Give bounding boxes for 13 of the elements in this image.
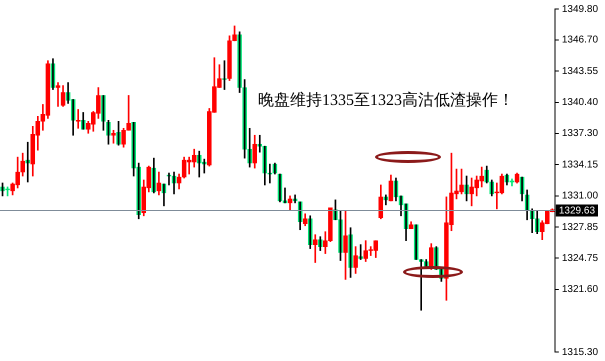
- y-tick-label: 1346.70: [562, 34, 598, 46]
- y-tick-label: 1315.30: [562, 346, 598, 358]
- y-tick-label: 1349.80: [562, 4, 598, 15]
- y-tick-label: 1340.40: [562, 97, 598, 108]
- y-tick-label: 1337.30: [562, 128, 598, 140]
- y-tick-label: 1334.15: [562, 159, 598, 170]
- y-tick-label: 1321.60: [562, 284, 598, 296]
- ref-line-label: 1329.63: [558, 205, 596, 216]
- annotation: 晚盘维持1335至1323高沽低渣操作！: [258, 90, 514, 111]
- y-tick-label: 1327.85: [562, 222, 598, 233]
- y-tick-label: 1324.75: [562, 252, 598, 264]
- y-tick-label: 1343.55: [562, 66, 598, 77]
- y-tick-label: 1331.00: [562, 190, 598, 202]
